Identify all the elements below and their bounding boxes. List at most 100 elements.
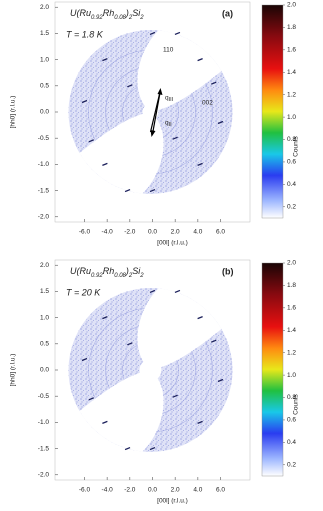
formula-part: 0.08 [114, 273, 126, 279]
beam-stop [139, 359, 162, 381]
x-tick-label: -2.0 [124, 229, 136, 236]
y-tick-label: -1.0 [38, 161, 50, 168]
x-tick-label: -6.0 [79, 229, 91, 236]
formula-part: U(Ru [70, 266, 91, 276]
bragg-peak [149, 188, 156, 193]
y-tick-label: -2.0 [38, 471, 50, 478]
formula-part: 0.08 [114, 15, 126, 21]
y-tick-label: 2.0 [40, 262, 49, 269]
arrow [151, 89, 162, 135]
bragg-peak [197, 420, 203, 424]
y-tick-label: -2.0 [38, 213, 50, 220]
formula-part: ) [125, 266, 129, 276]
bragg-peak [102, 162, 108, 166]
colorbar-tick-label: 1.0 [287, 114, 296, 121]
annotation: 110 [163, 47, 174, 54]
panel-label: (b) [222, 266, 234, 276]
bragg-peak [149, 31, 156, 36]
x-axis-title: [00l] (r.l.u.) [157, 240, 188, 247]
colorbar-tick-label: 1.8 [287, 24, 296, 31]
colorbar-tick-label: 0.6 [287, 417, 296, 424]
x-tick-label: -4.0 [102, 487, 114, 494]
x-tick-label: 2.0 [171, 229, 180, 236]
y-tick-label: 1.0 [40, 314, 49, 321]
bragg-peak [81, 357, 88, 362]
formula-part: 2 [128, 15, 133, 21]
bragg-peak [174, 289, 181, 294]
bragg-peak [127, 84, 133, 88]
x-tick-label: 0.0 [148, 487, 157, 494]
bragg-peak [124, 188, 131, 193]
temperature: T = 20 K [66, 287, 101, 297]
panel: -6.0 -4.0 -2.0 0.0 2.0 4.0 6.0 -2.0 -1.5 -1.0 -0.5… [10, 2, 300, 247]
y-tick-label: 1.5 [40, 288, 49, 295]
x-tick-label: 4.0 [193, 229, 202, 236]
x-tick-label: 4.0 [193, 487, 202, 494]
blind-region [79, 112, 164, 194]
x-tick-label: -2.0 [124, 487, 136, 494]
y-tick-label: 0.5 [40, 341, 49, 348]
colorbar-title: Counts [293, 393, 300, 414]
temperature: T = 1.8 K [66, 29, 104, 39]
bragg-peak [149, 289, 156, 294]
bragg-peak [197, 162, 203, 166]
arrow-head [150, 130, 156, 137]
compound-formula: U(Ru0.92Rh0.08)2Si2 [70, 266, 144, 278]
colorbar-tick-label: 0.6 [287, 159, 296, 166]
y-tick-label: 2.0 [40, 4, 49, 11]
colorbar-title: Counts [293, 135, 300, 156]
bragg-peak [127, 342, 133, 346]
colorbar-tick-label: 1.8 [287, 282, 296, 289]
colorbar-tick-label: 1.4 [287, 69, 296, 76]
colorbar-tick-label: 1.0 [287, 372, 296, 379]
annotation: 002 [202, 100, 213, 107]
y-tick-label: 0.0 [40, 109, 49, 116]
formula-part: 2 [128, 273, 133, 279]
colorbar-tick-label: 2.0 [287, 260, 296, 267]
formula-part: Rh [103, 8, 115, 18]
bragg-peak [88, 397, 95, 401]
x-tick-label: -4.0 [102, 229, 114, 236]
colorbar-tick-label: 0.4 [287, 181, 296, 188]
formula-part: ) [125, 8, 129, 18]
y-tick-label: -1.5 [38, 187, 50, 194]
bragg-peak [88, 139, 95, 143]
bragg-peak [174, 31, 181, 36]
y-tick-label: 0.0 [40, 367, 49, 374]
x-tick-label: 6.0 [216, 229, 225, 236]
x-axis-title: [00l] (r.l.u.) [157, 498, 188, 505]
x-tick-label: -6.0 [79, 487, 91, 494]
y-axis-title: [hh0] (r.l.u.) [10, 96, 17, 129]
colorbar [261, 4, 284, 219]
bragg-peak [81, 99, 88, 104]
formula-part: Si [132, 8, 141, 18]
colorbar-tick-label: 0.2 [287, 204, 296, 211]
formula-part: 2 [139, 15, 144, 21]
formula-part: 0.92 [91, 273, 103, 279]
annotation: qII [165, 120, 172, 129]
colorbar-tick-label: 1.2 [287, 91, 296, 98]
y-tick-label: 0.5 [40, 83, 49, 90]
bragg-peak [210, 81, 217, 85]
bragg-peak [102, 420, 108, 424]
compound-formula: U(Ru0.92Rh0.08)2Si2 [70, 8, 144, 20]
y-tick-label: 1.5 [40, 30, 49, 37]
formula-part: U(Ru [70, 8, 91, 18]
colorbar-tick-label: 2.0 [287, 2, 296, 9]
y-tick-label: -1.5 [38, 445, 50, 452]
y-tick-label: -0.5 [38, 393, 50, 400]
blind-region [79, 370, 164, 452]
annotation: qIII [165, 95, 174, 104]
blind-region [137, 288, 222, 370]
colorbar-tick-label: 0.8 [287, 136, 296, 143]
y-tick-label: -0.5 [38, 135, 50, 142]
y-tick-label: -1.0 [38, 419, 50, 426]
colorbar-tick-label: 0.4 [287, 439, 296, 446]
panel: -6.0 -4.0 -2.0 0.0 2.0 4.0 6.0 -2.0 -1.5 -1.0 -0.5… [10, 260, 300, 505]
bragg-peak [124, 446, 131, 451]
annotation-sub: II [169, 122, 173, 128]
annotation-sub: III [169, 97, 174, 103]
bragg-peak [217, 120, 224, 125]
bragg-peak [197, 58, 203, 62]
colorbar [261, 262, 284, 477]
